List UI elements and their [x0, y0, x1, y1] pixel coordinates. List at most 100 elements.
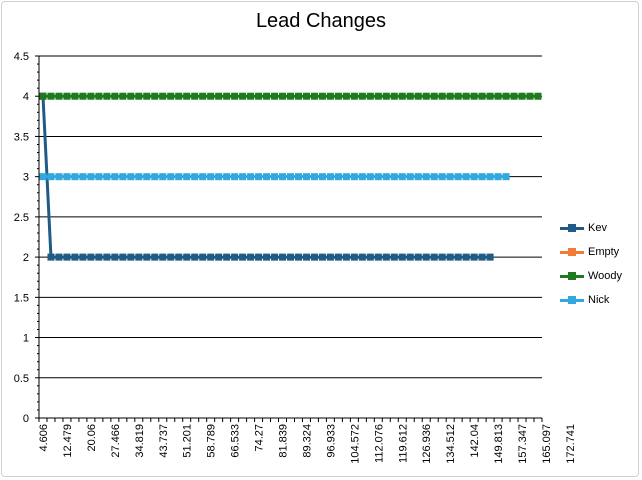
data-point-nick [406, 173, 414, 181]
data-point-woody [271, 92, 279, 100]
data-point-kev [167, 253, 175, 261]
data-point-woody [119, 92, 127, 100]
data-point-woody [79, 92, 87, 100]
legend-swatch [560, 247, 584, 257]
data-point-nick [318, 173, 326, 181]
x-tick-label: 149.813 [493, 424, 505, 464]
data-point-kev [358, 253, 366, 261]
data-point-nick [414, 173, 422, 181]
data-point-kev [111, 253, 119, 261]
data-point-woody [183, 92, 191, 100]
y-tick-label: 0 [23, 413, 29, 425]
data-point-woody [247, 92, 255, 100]
data-point-kev [63, 253, 71, 261]
data-point-kev [47, 253, 55, 261]
x-tick-label: 104.572 [349, 424, 361, 464]
data-point-kev [175, 253, 183, 261]
data-point-woody [470, 92, 478, 100]
data-point-nick [502, 173, 510, 181]
legend-item-woody: Woody [560, 264, 622, 288]
data-point-kev [486, 253, 494, 261]
data-point-woody [374, 92, 382, 100]
data-point-woody [143, 92, 151, 100]
data-point-kev [199, 253, 207, 261]
data-point-nick [494, 173, 502, 181]
data-point-kev [119, 253, 127, 261]
y-tick-label: 1.5 [14, 292, 29, 304]
data-point-nick [63, 173, 71, 181]
y-tick-label: 4 [23, 91, 29, 103]
data-point-woody [422, 92, 430, 100]
data-point-nick [111, 173, 119, 181]
data-point-woody [382, 92, 390, 100]
y-tick-label: 0.5 [14, 373, 29, 385]
x-tick-label: 89.324 [301, 424, 313, 458]
data-point-woody [127, 92, 135, 100]
chart-title: Lead Changes [255, 10, 387, 32]
data-point-nick [358, 173, 366, 181]
data-point-woody [159, 92, 167, 100]
data-point-kev [310, 253, 318, 261]
data-point-woody [326, 92, 334, 100]
data-point-woody [287, 92, 294, 100]
data-point-woody [87, 92, 95, 100]
data-point-woody [310, 92, 318, 100]
x-tick-label: 172.741 [565, 424, 577, 464]
data-point-kev [294, 253, 302, 261]
legend-item-nick: Nick [560, 288, 622, 312]
data-point-nick [239, 173, 247, 181]
data-point-kev [103, 253, 111, 261]
data-point-nick [478, 173, 486, 181]
data-point-woody [502, 92, 510, 100]
data-point-kev [87, 253, 95, 261]
x-tick-label: 51.201 [182, 424, 194, 458]
data-point-woody [47, 92, 55, 100]
data-point-nick [446, 173, 454, 181]
data-point-kev [470, 253, 478, 261]
data-point-kev [398, 253, 406, 261]
data-point-woody [526, 92, 534, 100]
data-point-kev [318, 253, 326, 261]
data-point-woody [462, 92, 470, 100]
legend-label: Woody [588, 270, 623, 282]
data-point-woody [350, 92, 358, 100]
data-point-nick [334, 173, 342, 181]
data-point-nick [294, 173, 302, 181]
data-point-kev [223, 253, 231, 261]
y-tick-label: 3 [23, 172, 29, 184]
data-point-woody [494, 92, 502, 100]
data-point-nick [326, 173, 334, 181]
data-point-nick [159, 173, 167, 181]
data-point-woody [406, 92, 414, 100]
data-point-nick [175, 173, 183, 181]
legend-label: Kev [588, 222, 607, 234]
data-point-kev [390, 253, 398, 261]
data-point-nick [207, 173, 215, 181]
data-point-woody [215, 92, 223, 100]
data-point-kev [95, 253, 103, 261]
x-tick-label: 20.06 [86, 424, 98, 452]
data-point-kev [159, 253, 167, 261]
data-point-woody [414, 92, 422, 100]
data-point-kev [247, 253, 255, 261]
data-point-woody [334, 92, 342, 100]
data-point-kev [191, 253, 199, 261]
data-point-woody [446, 92, 454, 100]
x-tick-label: 96.933 [325, 424, 337, 458]
data-point-kev [239, 253, 247, 261]
data-point-nick [127, 173, 135, 181]
y-tick-label: 1 [23, 333, 29, 345]
x-tick-label: 126.936 [421, 424, 433, 464]
legend-label: Empty [588, 246, 620, 258]
data-point-woody [302, 92, 310, 100]
data-point-kev [326, 253, 334, 261]
data-point-woody [39, 92, 47, 100]
data-point-kev [302, 253, 310, 261]
x-tick-label: 142.04 [469, 424, 481, 458]
data-point-woody [175, 92, 183, 100]
data-point-nick [199, 173, 207, 181]
data-point-nick [462, 173, 470, 181]
data-point-nick [342, 173, 350, 181]
legend-swatch [560, 223, 584, 233]
data-point-nick [287, 173, 294, 181]
